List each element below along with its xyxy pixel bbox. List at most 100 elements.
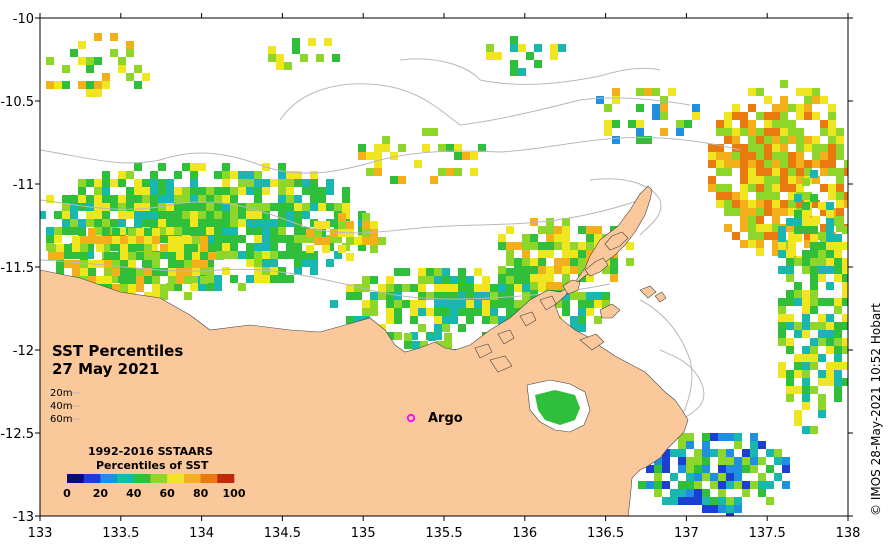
- sst-cell: [758, 481, 766, 489]
- sst-cell: [818, 394, 826, 402]
- sst-cell: [780, 208, 788, 216]
- sst-cell: [718, 433, 726, 441]
- sst-cell: [748, 152, 756, 160]
- sst-cell: [338, 213, 346, 221]
- sst-cell: [810, 170, 818, 178]
- sst-cell: [802, 362, 810, 370]
- sst-cell: [834, 338, 842, 346]
- sst-cell: [158, 211, 166, 219]
- sst-cell: [262, 267, 270, 275]
- sst-cell: [426, 268, 434, 276]
- sst-cell: [262, 219, 270, 227]
- sst-cell: [118, 171, 126, 179]
- sst-cell: [118, 211, 126, 219]
- sst-cell: [522, 274, 530, 282]
- sst-cell: [812, 88, 820, 96]
- sst-cell: [604, 120, 612, 128]
- sst-cell: [362, 237, 370, 245]
- sst-cell: [390, 176, 398, 184]
- sst-cell: [796, 160, 804, 168]
- sst-cell: [446, 144, 454, 152]
- sst-cell: [778, 306, 786, 314]
- sst-cell: [578, 266, 586, 274]
- sst-cell: [370, 300, 378, 308]
- sst-cell: [102, 203, 110, 211]
- sst-cell: [174, 227, 182, 235]
- sst-cell: [734, 465, 742, 473]
- sst-cell: [772, 128, 780, 136]
- sst-cell: [526, 52, 534, 60]
- sst-cell: [586, 242, 594, 250]
- sst-cell: [804, 160, 812, 168]
- sst-cell: [748, 88, 756, 96]
- sst-cell: [734, 481, 742, 489]
- sst-cell: [268, 54, 276, 62]
- sst-cell: [474, 308, 482, 316]
- sst-cell: [686, 473, 694, 481]
- sst-cell: [778, 370, 786, 378]
- sst-cell: [442, 276, 450, 284]
- sst-cell: [710, 433, 718, 441]
- sst-cell: [810, 218, 818, 226]
- sst-cell: [286, 187, 294, 195]
- sst-cell: [214, 195, 222, 203]
- sst-cell: [780, 96, 788, 104]
- sst-cell: [222, 171, 230, 179]
- sst-cell: [126, 73, 134, 81]
- sst-cell: [430, 176, 438, 184]
- sst-cell: [786, 290, 794, 298]
- sst-cell: [198, 187, 206, 195]
- sst-cell: [190, 171, 198, 179]
- sst-cell: [772, 232, 780, 240]
- sst-cell: [56, 260, 64, 268]
- sst-cell: [362, 276, 370, 284]
- sst-cell: [810, 194, 818, 202]
- sst-cell: [596, 96, 604, 104]
- sst-cell: [442, 268, 450, 276]
- sst-cell: [602, 292, 610, 300]
- sst-cell: [278, 211, 286, 219]
- sst-cell: [670, 489, 678, 497]
- sst-cell: [214, 203, 222, 211]
- sst-cell: [62, 211, 70, 219]
- sst-cell: [758, 489, 766, 497]
- sst-cell: [72, 244, 80, 252]
- sst-cell: [764, 128, 772, 136]
- sst-cell: [726, 457, 734, 465]
- sst-cell: [166, 179, 174, 187]
- sst-cell: [678, 457, 686, 465]
- sst-cell: [570, 242, 578, 250]
- sst-cell: [80, 260, 88, 268]
- sst-cell: [278, 203, 286, 211]
- sst-cell: [788, 136, 796, 144]
- sst-cell: [670, 497, 678, 505]
- sst-cell: [602, 266, 610, 274]
- x-tick-label: 133: [28, 526, 53, 541]
- sst-cell: [764, 112, 772, 120]
- sst-cell: [136, 284, 144, 292]
- sst-cell: [278, 227, 286, 235]
- sst-cell: [766, 497, 774, 505]
- sst-cell: [772, 112, 780, 120]
- sst-cell: [206, 211, 214, 219]
- sst-cell: [828, 120, 836, 128]
- sst-cell: [126, 171, 134, 179]
- sst-cell: [150, 195, 158, 203]
- sst-cell: [820, 224, 828, 232]
- sst-cell: [646, 481, 654, 489]
- sst-cell: [826, 370, 834, 378]
- sst-cell: [318, 195, 326, 203]
- sst-cell: [442, 284, 450, 292]
- sst-cell: [594, 292, 602, 300]
- sst-cell: [94, 179, 102, 187]
- sst-cell: [818, 410, 826, 418]
- sst-cell: [654, 489, 662, 497]
- sst-cell: [802, 202, 810, 210]
- sst-cell: [796, 200, 804, 208]
- sst-cell: [796, 112, 804, 120]
- sst-cell: [166, 227, 174, 235]
- sst-cell: [454, 152, 462, 160]
- sst-cell: [262, 259, 270, 267]
- sst-cell: [786, 322, 794, 330]
- sst-cell: [310, 259, 318, 267]
